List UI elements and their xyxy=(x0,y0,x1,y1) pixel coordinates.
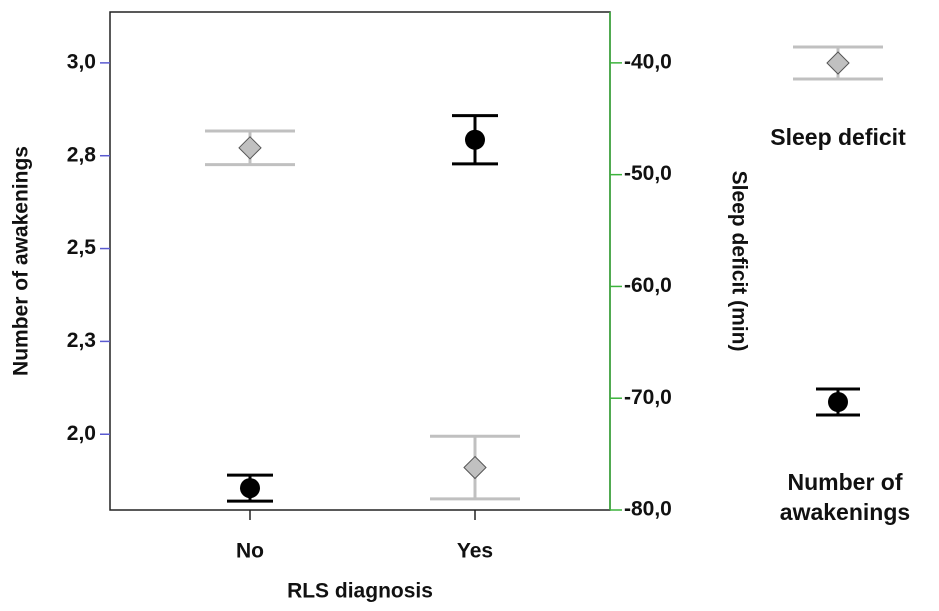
legend-label: Sleep deficit xyxy=(770,124,906,150)
legend-label: Number of awakenings xyxy=(779,469,911,525)
y-tick-label: 2,0 xyxy=(67,422,96,445)
legend-marker xyxy=(826,51,850,75)
y2-tick-label: -40,0 xyxy=(624,50,672,73)
y-tick-label: 2,3 xyxy=(67,329,96,352)
y2-tick-label: -70,0 xyxy=(624,386,672,409)
x-tick-label: No xyxy=(236,540,264,563)
x-axis-title: RLS diagnosis xyxy=(287,580,433,603)
y-axis-title: Number of awakenings xyxy=(10,146,33,376)
legend-marker xyxy=(828,392,848,412)
x-tick-label: Yes xyxy=(457,540,493,563)
y2-axis-title: Sleep deficit (min) xyxy=(727,171,750,352)
y2-tick-label: -50,0 xyxy=(624,162,672,185)
point xyxy=(465,129,485,150)
y-tick-label: 3,0 xyxy=(67,50,96,73)
y2-tick-label: -60,0 xyxy=(624,274,672,297)
point xyxy=(238,136,262,160)
plot-frame xyxy=(109,11,611,511)
y-tick-label: 2,5 xyxy=(67,236,97,259)
point xyxy=(463,455,487,480)
y-tick-label: 2,8 xyxy=(67,143,97,166)
point xyxy=(240,478,260,499)
y2-tick-label: -80,0 xyxy=(624,498,672,521)
